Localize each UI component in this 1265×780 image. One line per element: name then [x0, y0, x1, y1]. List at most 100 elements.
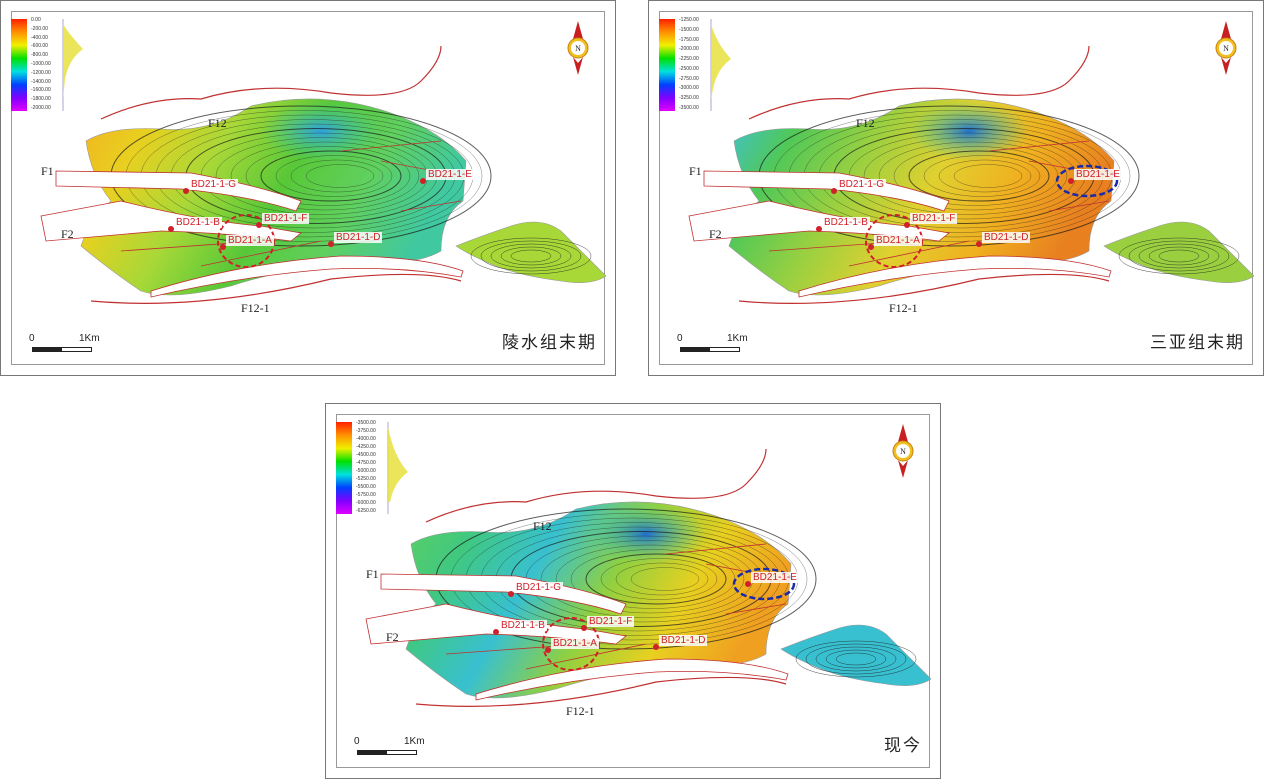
fault-line-f12 [748, 45, 1090, 120]
histogram-shape [63, 24, 83, 99]
depression-area [586, 504, 706, 564]
contour-line [805, 643, 907, 675]
well-marker[interactable] [831, 188, 837, 194]
well-marker[interactable] [581, 625, 587, 631]
color-ramp [11, 19, 27, 111]
highlight-circle-red [217, 214, 275, 268]
contour-line [230, 141, 420, 211]
structure-map [40, 45, 607, 304]
fault-trace [525, 643, 647, 670]
legend-tick-label: -6000.00 [356, 500, 376, 506]
well-marker[interactable] [508, 591, 514, 597]
scale-bar: 0 1Km [677, 333, 757, 353]
fault-line-f12-1 [415, 676, 787, 707]
structure-map [688, 45, 1255, 304]
legend-tick-label: -3000.00 [679, 85, 699, 92]
fault-label: F2 [709, 227, 722, 241]
fault-label: F1 [41, 164, 54, 178]
contour-line [1148, 246, 1210, 266]
well-marker[interactable] [904, 222, 910, 228]
legend-tick-label: -800.00 [31, 52, 48, 59]
highlight-circle-blue [1055, 164, 1119, 198]
fault-line-f12 [425, 448, 767, 523]
contour-line [510, 249, 552, 263]
well-marker[interactable] [328, 241, 334, 247]
contour-line [1138, 243, 1220, 269]
well-marker[interactable] [653, 644, 659, 650]
well-marker[interactable] [545, 647, 551, 653]
well-label: BD21-1-G [514, 582, 564, 593]
contour-line [305, 164, 375, 188]
compass-label: N [900, 447, 906, 456]
fault-trace [848, 240, 970, 267]
map-frame [336, 414, 930, 768]
fault-label: F1 [689, 164, 702, 178]
legend-tick-label: -6250.00 [356, 508, 376, 514]
highlight-circle-blue [732, 567, 796, 601]
legend-tick-label: -1000.00 [31, 61, 51, 67]
well-label: BD21-1-A [874, 235, 922, 246]
fault-f2-gap [688, 200, 950, 242]
well-label: BD21-1-A [226, 235, 274, 246]
well-label: BD21-1-D [982, 232, 1031, 243]
contour-line [470, 237, 592, 275]
fault-line-f12 [100, 45, 442, 120]
legend-tick-label: -4750.00 [356, 460, 376, 466]
map-surface-east [455, 221, 607, 283]
contour-line [290, 159, 384, 193]
well-label: BD21-1-E [426, 169, 474, 180]
scale-end-label: 1Km [727, 333, 748, 344]
fault-label: F2 [61, 227, 74, 241]
fault-gap-south [150, 255, 464, 298]
fault-trace [400, 200, 462, 212]
well-marker[interactable] [976, 241, 982, 247]
well-marker[interactable] [183, 188, 189, 194]
contour-line [275, 155, 393, 197]
contour-line [245, 146, 411, 206]
fault-label: F12-1 [566, 704, 595, 718]
fault-label: F12 [208, 116, 227, 130]
well-marker[interactable] [1068, 178, 1074, 184]
fault-label: F1 [366, 567, 379, 581]
well-marker[interactable] [256, 222, 262, 228]
well-label: BD21-1-F [262, 213, 310, 224]
contour-line [490, 243, 572, 269]
contour-line [815, 646, 897, 672]
legend-tick-label: -1400.00 [31, 78, 51, 85]
well-marker[interactable] [220, 244, 226, 250]
well-label: BD21-1-B [174, 217, 222, 228]
legend-tick-label: -1800.00 [31, 96, 51, 103]
well-marker[interactable] [493, 629, 499, 635]
legend-tick-label: -2000.00 [679, 46, 699, 53]
fault-f2-gap [365, 603, 627, 645]
color-legend: 0.00 -200.00 -400.00 -600.00 -800.00 -1000.00… [11, 17, 86, 114]
map-frame [11, 11, 605, 365]
well-marker[interactable] [168, 226, 174, 232]
histogram [710, 19, 731, 111]
color-legend: -3500.00 -3750.00 -4000.00 -4250.00 -4500.00… [336, 420, 411, 517]
fault-trace [725, 603, 787, 615]
color-legend: -1250.00 -1500.00 -1750.00 -2000.00 -2250.00… [659, 17, 734, 114]
scale-end-label: 1Km [79, 333, 100, 344]
contour-line [923, 155, 1041, 197]
fault-label: F12 [533, 519, 552, 533]
well-label: BD21-1-B [822, 217, 870, 228]
highlight-circle-red [542, 617, 600, 671]
fault-trace [340, 140, 442, 152]
map-surface-east [1103, 221, 1255, 283]
legend-tick-label: -5750.00 [356, 492, 376, 498]
fault-trace [988, 140, 1090, 152]
well-label: BD21-1-D [659, 635, 708, 646]
legend-tick-label: 0.00 [31, 17, 41, 23]
fault-line-f12-1 [738, 273, 1110, 304]
north-arrow-icon: N [1215, 21, 1237, 75]
well-marker[interactable] [868, 244, 874, 250]
well-marker[interactable] [420, 178, 426, 184]
well-marker[interactable] [816, 226, 822, 232]
legend-tick-label: -2000.00 [31, 105, 51, 111]
contour-line [1128, 240, 1230, 272]
fault-label: F12-1 [241, 301, 270, 315]
well-marker[interactable] [745, 581, 751, 587]
depression-area [909, 101, 1029, 161]
contour-line [615, 562, 709, 596]
